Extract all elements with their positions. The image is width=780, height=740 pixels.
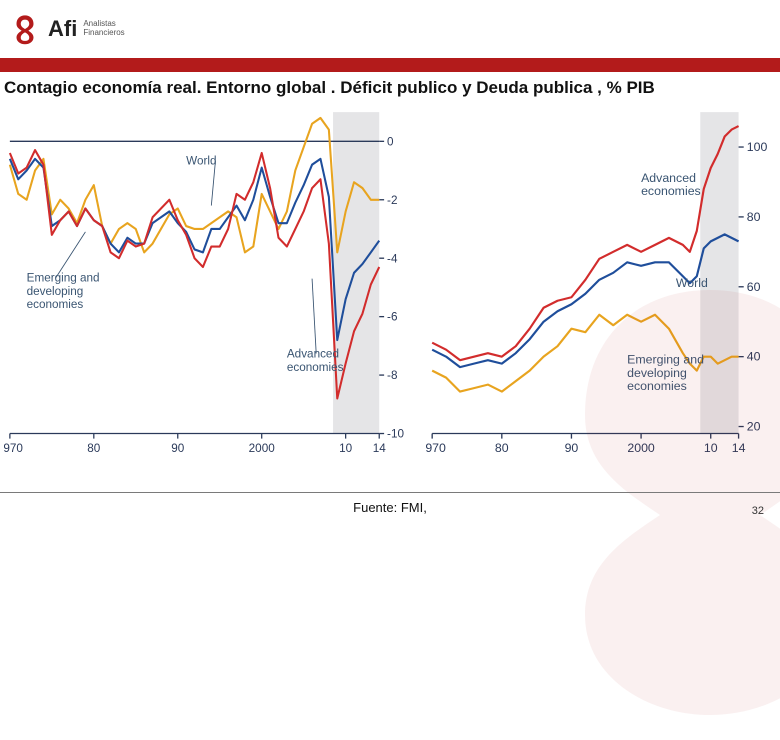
svg-text:10: 10 (339, 441, 352, 455)
svg-text:100: 100 (747, 140, 768, 154)
svg-text:-4: -4 (387, 251, 398, 265)
page-title: Contagio economía real. Entorno global .… (0, 72, 780, 102)
svg-text:Emerging and: Emerging and (27, 270, 100, 284)
source-text: Fuente: FMI, (353, 500, 427, 515)
footer-divider (0, 492, 780, 493)
svg-text:1970: 1970 (426, 441, 446, 455)
logo-text: Afi (48, 16, 77, 42)
svg-text:80: 80 (87, 441, 100, 455)
svg-text:economies: economies (641, 184, 701, 198)
svg-text:-10: -10 (387, 426, 404, 440)
svg-text:-6: -6 (387, 309, 398, 323)
svg-text:economies: economies (287, 360, 344, 374)
svg-text:14: 14 (373, 441, 386, 455)
logo-icon (8, 12, 42, 46)
svg-text:economies: economies (27, 297, 84, 311)
page-number: 32 (752, 505, 764, 517)
red-divider-bar (0, 58, 780, 72)
logo-sub2: Financieros (83, 29, 124, 38)
svg-text:-2: -2 (387, 193, 398, 207)
svg-text:developing: developing (27, 284, 84, 298)
svg-text:Advanced: Advanced (287, 346, 339, 360)
watermark-icon (460, 240, 780, 740)
svg-text:1970: 1970 (4, 441, 23, 455)
deficit-chart: 0 -2 -4 -6 -8 -10 1970 80 90 2000 10 14 World Emergin… (4, 106, 414, 462)
header: Afi Analistas Financieros (0, 0, 780, 58)
svg-text:0: 0 (387, 134, 394, 148)
svg-text:Advanced: Advanced (641, 171, 696, 185)
svg-text:80: 80 (747, 210, 761, 224)
logo-subtitle: Analistas Financieros (83, 20, 124, 38)
svg-text:-8: -8 (387, 368, 398, 382)
svg-text:90: 90 (171, 441, 184, 455)
svg-text:World: World (186, 153, 216, 167)
svg-text:2000: 2000 (249, 441, 275, 455)
